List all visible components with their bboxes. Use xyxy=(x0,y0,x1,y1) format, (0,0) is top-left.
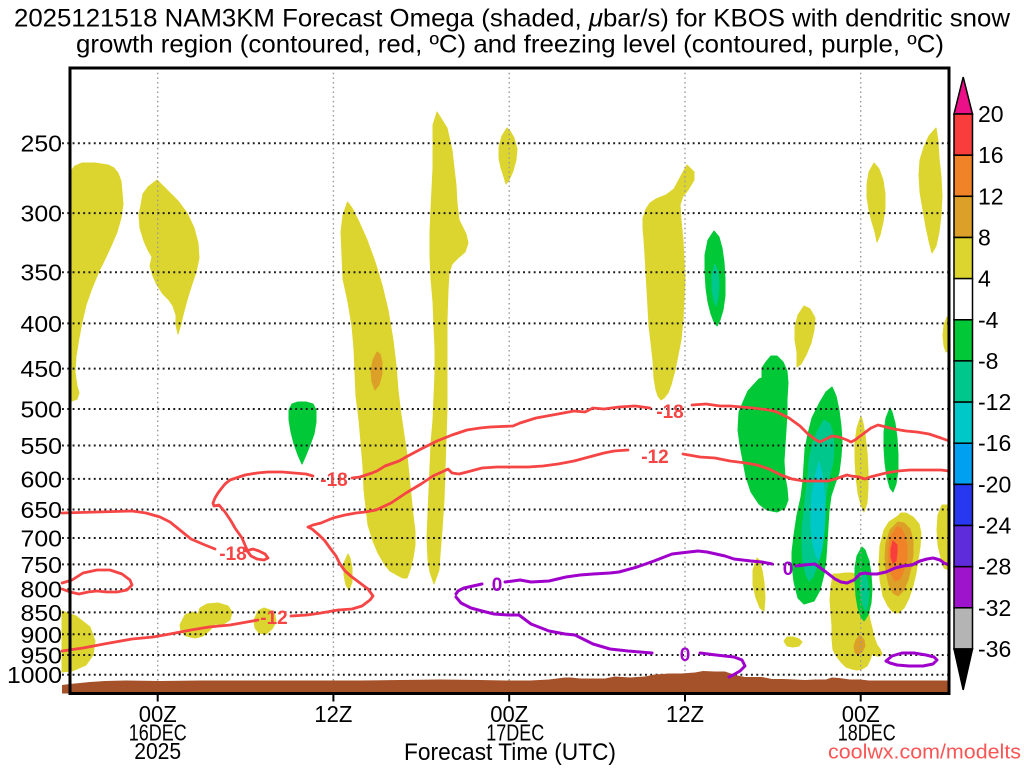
svg-text:300: 300 xyxy=(21,201,63,227)
svg-text:12Z: 12Z xyxy=(666,701,704,727)
svg-text:500: 500 xyxy=(21,397,63,423)
svg-text:12Z: 12Z xyxy=(314,701,352,727)
svg-text:growth region (contoured, red,: growth region (contoured, red, ºC) and f… xyxy=(76,31,944,59)
svg-text:Forecast Time (UTC): Forecast Time (UTC) xyxy=(404,739,616,766)
svg-text:0: 0 xyxy=(783,559,794,580)
svg-text:-18: -18 xyxy=(219,544,246,565)
svg-text:-18: -18 xyxy=(656,402,683,423)
svg-text:8: 8 xyxy=(978,225,991,251)
svg-text:-12: -12 xyxy=(260,608,287,629)
svg-text:250: 250 xyxy=(21,131,63,157)
svg-text:450: 450 xyxy=(21,356,63,382)
svg-text:400: 400 xyxy=(21,311,63,337)
svg-text:850: 850 xyxy=(21,600,63,626)
svg-text:800: 800 xyxy=(21,577,63,603)
svg-text:-12: -12 xyxy=(641,447,668,468)
svg-text:2025: 2025 xyxy=(134,738,181,764)
svg-text:700: 700 xyxy=(21,526,63,552)
svg-text:750: 750 xyxy=(21,552,63,578)
svg-text:17DEC: 17DEC xyxy=(486,720,544,746)
svg-text:650: 650 xyxy=(21,497,63,523)
svg-text:12: 12 xyxy=(978,183,1004,209)
svg-text:600: 600 xyxy=(21,466,63,492)
svg-text:20: 20 xyxy=(978,101,1004,127)
svg-text:-24: -24 xyxy=(978,513,1011,539)
svg-text:550: 550 xyxy=(21,433,63,459)
svg-text:00Z: 00Z xyxy=(490,701,528,727)
svg-text:18DEC: 18DEC xyxy=(838,720,896,746)
svg-text:-4: -4 xyxy=(978,307,999,333)
svg-text:350: 350 xyxy=(21,260,63,286)
svg-text:-36: -36 xyxy=(978,636,1011,662)
svg-text:-16: -16 xyxy=(978,430,1011,456)
svg-text:2025121518 NAM3KM Forecast Ome: 2025121518 NAM3KM Forecast Omega (shaded… xyxy=(14,5,1011,33)
svg-text:950: 950 xyxy=(21,643,63,669)
svg-text:1000: 1000 xyxy=(7,662,62,688)
svg-text:-28: -28 xyxy=(978,554,1011,580)
svg-text:00Z: 00Z xyxy=(842,701,880,727)
svg-text:0: 0 xyxy=(492,575,503,596)
svg-text:16DEC: 16DEC xyxy=(129,720,187,746)
svg-text:16: 16 xyxy=(978,142,1004,168)
svg-text:0: 0 xyxy=(680,645,691,666)
svg-text:4: 4 xyxy=(978,266,991,292)
svg-text:-32: -32 xyxy=(978,595,1011,621)
svg-text:-8: -8 xyxy=(978,348,998,374)
svg-text:900: 900 xyxy=(21,622,63,648)
svg-text:coolwx.com/modelts: coolwx.com/modelts xyxy=(828,742,1021,764)
svg-text:-12: -12 xyxy=(978,389,1011,415)
svg-text:-20: -20 xyxy=(978,471,1011,497)
svg-text:-18: -18 xyxy=(320,470,347,491)
svg-text:00Z: 00Z xyxy=(139,701,177,727)
